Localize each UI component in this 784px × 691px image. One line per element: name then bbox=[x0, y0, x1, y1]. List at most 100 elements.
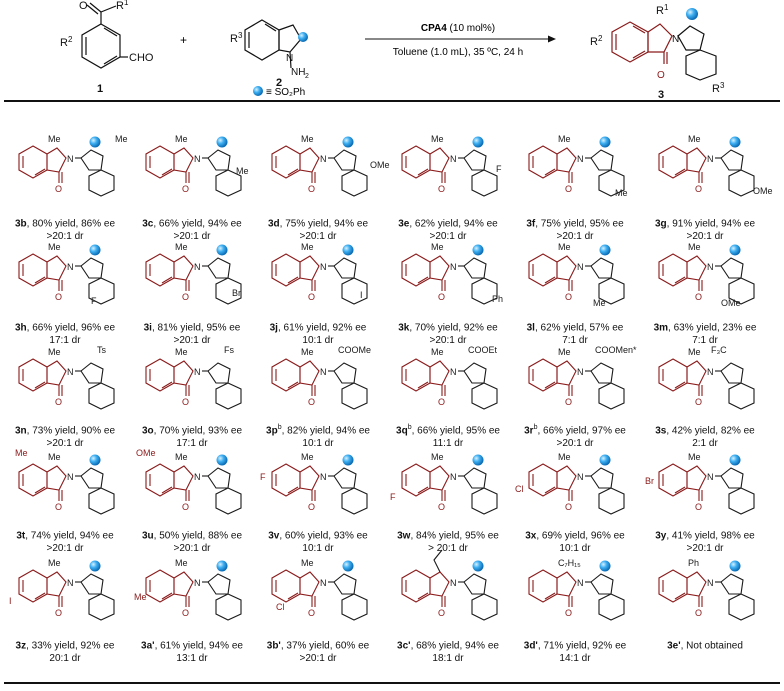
entry-caption: 3o, 70% yield, 93% ee 17:1 dr bbox=[127, 422, 257, 450]
svg-text:O: O bbox=[55, 608, 62, 618]
entry-dr: 17:1 dr bbox=[49, 334, 81, 346]
entry-id: 3r bbox=[524, 425, 534, 437]
svg-text:O: O bbox=[182, 292, 189, 302]
entry-dr: >20:1 dr bbox=[299, 230, 337, 242]
reactant-1 bbox=[81, 2, 128, 69]
svg-text:COOMe: COOMe bbox=[338, 345, 371, 355]
entry-id: 3p bbox=[266, 425, 278, 437]
entry-structure: O N Me F bbox=[390, 452, 498, 515]
sphere-icon bbox=[729, 454, 741, 466]
svg-text:R: R bbox=[116, 0, 124, 12]
sphere-icon bbox=[599, 560, 611, 572]
svg-text:O: O bbox=[55, 184, 62, 194]
sphere-legend: ≡ SO₂Ph bbox=[266, 87, 305, 98]
svg-text:O: O bbox=[438, 184, 445, 194]
sphere-icon bbox=[729, 560, 741, 572]
entry-structure: O N Me F bbox=[401, 134, 502, 197]
entry-caption: 3rb, 66% yield, 97% ee >20:1 dr bbox=[510, 422, 640, 450]
entry-dr: 10:1 dr bbox=[302, 437, 334, 449]
entry-yield-ee: , 62% yield, 94% ee bbox=[409, 218, 498, 230]
sphere-icon bbox=[216, 136, 228, 148]
sphere-icon bbox=[472, 560, 484, 572]
svg-text:OMe: OMe bbox=[721, 298, 741, 308]
svg-text:OMe: OMe bbox=[370, 160, 390, 170]
entry-caption: 3e, 62% yield, 94% ee >20:1 dr bbox=[383, 215, 513, 243]
svg-text:N: N bbox=[194, 262, 201, 272]
svg-text:Me: Me bbox=[558, 242, 571, 252]
svg-text:Me: Me bbox=[431, 347, 444, 357]
entry-footnote: b bbox=[533, 424, 538, 431]
entry-dr: >20:1 dr bbox=[173, 542, 211, 554]
svg-text:O: O bbox=[55, 292, 62, 302]
svg-text:O: O bbox=[565, 184, 572, 194]
entry-yield-ee: , 66% yield, 95% ee bbox=[411, 425, 500, 437]
entry-yield-ee: , 74% yield, 94% ee bbox=[25, 530, 114, 542]
entry-dr: 17:1 dr bbox=[176, 437, 208, 449]
entry-caption: 3i, 81% yield, 95% ee >20:1 dr bbox=[127, 319, 257, 347]
entry-yield-ee: , 61% yield, 94% ee bbox=[154, 640, 243, 652]
svg-text:Me: Me bbox=[688, 134, 701, 144]
entry-id: 3x bbox=[525, 530, 537, 542]
entry-structure: O N Me F₃C bbox=[658, 345, 755, 410]
entry-id: 3w bbox=[397, 530, 411, 542]
entry-caption: 3y, 41% yield, 98% ee >20:1 dr bbox=[640, 527, 770, 555]
entry-id: 3e' bbox=[667, 640, 681, 652]
entry-id: 3q bbox=[396, 425, 408, 437]
svg-text:O: O bbox=[438, 502, 445, 512]
entry-id: 3v bbox=[268, 530, 280, 542]
entry-structure: O N Me F bbox=[260, 452, 368, 515]
entry-caption: 3l, 62% yield, 57% ee 7:1 dr bbox=[510, 319, 640, 347]
entry-caption: 3k, 70% yield, 92% ee >20:1 dr bbox=[383, 319, 513, 347]
svg-text:N: N bbox=[194, 367, 201, 377]
svg-text:N: N bbox=[67, 154, 74, 164]
entry-id: 3z bbox=[15, 640, 27, 652]
svg-text:NH: NH bbox=[291, 67, 305, 78]
entry-dr: 10:1 dr bbox=[302, 334, 334, 346]
svg-text:N: N bbox=[320, 367, 327, 377]
svg-text:2: 2 bbox=[305, 73, 309, 80]
entry-yield-ee: , 61% yield, 92% ee bbox=[277, 322, 367, 334]
product-3 bbox=[611, 8, 717, 81]
entry-structure: O N Me OMe bbox=[658, 134, 773, 197]
entry-id: 3b bbox=[14, 218, 27, 230]
entry-footnote: b bbox=[407, 424, 412, 431]
svg-text:N: N bbox=[194, 472, 201, 482]
svg-text:R: R bbox=[590, 36, 598, 48]
entry-yield-ee: , 73% yield, 90% ee bbox=[26, 425, 116, 437]
svg-text:Me: Me bbox=[175, 347, 188, 357]
svg-text:F: F bbox=[260, 472, 266, 482]
svg-text:R: R bbox=[712, 83, 720, 95]
entry-caption: 3m, 63% yield, 23% ee 7:1 dr bbox=[640, 319, 770, 347]
svg-text:O: O bbox=[657, 70, 665, 81]
svg-text:O: O bbox=[695, 292, 702, 302]
svg-text:OMe: OMe bbox=[136, 448, 156, 458]
sphere-icon bbox=[342, 136, 354, 148]
svg-text:N: N bbox=[577, 367, 584, 377]
svg-text:O: O bbox=[695, 184, 702, 194]
svg-text:1: 1 bbox=[664, 3, 669, 12]
svg-text:Me: Me bbox=[48, 242, 61, 252]
plus-sign: + bbox=[180, 33, 187, 47]
entry-dr: >20:1 dr bbox=[429, 230, 467, 242]
svg-text:N: N bbox=[320, 262, 327, 272]
entry-footnote: b bbox=[277, 424, 282, 431]
svg-text:Ts: Ts bbox=[97, 345, 107, 355]
entry-caption: 3pb, 82% yield, 94% ee 10:1 dr bbox=[253, 422, 383, 450]
entry-dr: >20:1 dr bbox=[173, 230, 211, 242]
entry-yield-ee: , 75% yield, 95% ee bbox=[535, 218, 624, 230]
reactant-2 bbox=[244, 19, 302, 69]
entry-caption: 3u, 50% yield, 88% ee >20:1 dr bbox=[127, 527, 257, 555]
entry-caption: 3d', 71% yield, 92% ee 14:1 dr bbox=[510, 637, 640, 665]
svg-text:O: O bbox=[695, 608, 702, 618]
entry-id: 3n bbox=[14, 425, 27, 437]
svg-text:Me: Me bbox=[15, 448, 28, 458]
svg-text:F: F bbox=[390, 492, 396, 502]
svg-text:N: N bbox=[320, 154, 327, 164]
bottom-rule bbox=[4, 682, 780, 684]
svg-text:Me: Me bbox=[48, 558, 61, 568]
entry-yield-ee: , 50% yield, 88% ee bbox=[153, 530, 243, 542]
svg-text:N: N bbox=[672, 34, 679, 45]
entry-caption: 3v, 60% yield, 93% ee 10:1 dr bbox=[253, 527, 383, 555]
entry-dr: >20:1 dr bbox=[173, 334, 211, 346]
